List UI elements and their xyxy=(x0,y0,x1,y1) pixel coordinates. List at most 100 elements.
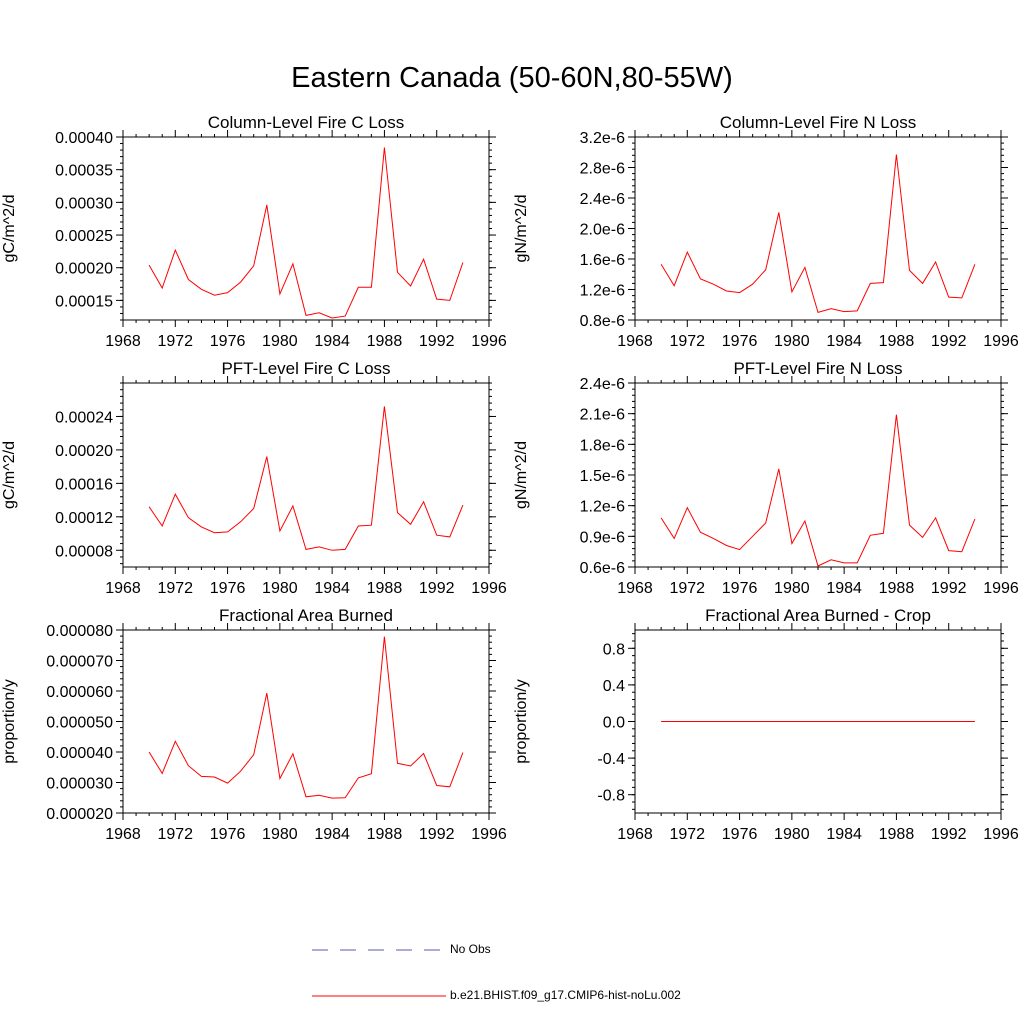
x-tick-label: 1972 xyxy=(669,826,705,843)
y-tick-label: -0.8 xyxy=(597,788,625,805)
y-tick-label: 0.8e-6 xyxy=(580,313,625,330)
y-tick-label: 0.00012 xyxy=(55,510,113,527)
x-tick-label: 1968 xyxy=(617,826,653,843)
y-tick-label: 0.000080 xyxy=(46,623,113,640)
y-axis-label: proportion/y xyxy=(513,679,530,764)
y-tick-label: 0.9e-6 xyxy=(580,529,625,546)
x-tick-label: 1968 xyxy=(105,333,141,350)
chart-panel-6: 1968 1972 1976 1980 1984 1988 1992 1996 -0.8 -0.4… xyxy=(513,606,1019,843)
x-tick-label: 1984 xyxy=(314,333,350,350)
x-tick-label: 1984 xyxy=(826,333,862,350)
x-tick-label: 1996 xyxy=(983,580,1019,597)
x-tick-label: 1972 xyxy=(669,333,705,350)
x-tick-label: 1988 xyxy=(879,580,915,597)
y-axis-label: gC/m^2/d xyxy=(1,195,18,263)
y-tick-label: 0.000060 xyxy=(46,684,113,701)
y-tick-label: 0.00030 xyxy=(55,195,113,212)
x-tick-label: 1984 xyxy=(826,580,862,597)
x-tick-label: 1968 xyxy=(617,580,653,597)
x-tick-label: 1980 xyxy=(262,580,298,597)
x-tick-label: 1984 xyxy=(314,826,350,843)
series-line xyxy=(148,147,464,319)
x-tick-label: 1992 xyxy=(419,826,455,843)
x-tick-label: 1976 xyxy=(210,580,246,597)
y-tick-label: 0.00020 xyxy=(55,261,113,278)
y-tick-label: 1.8e-6 xyxy=(580,437,625,454)
x-tick-label: 1972 xyxy=(157,826,193,843)
y-tick-label: 1.5e-6 xyxy=(580,468,625,485)
x-tick-label: 1992 xyxy=(419,333,455,350)
y-axis-label: gN/m^2/d xyxy=(513,195,530,263)
x-tick-label: 1984 xyxy=(826,826,862,843)
x-tick-label: 1992 xyxy=(419,580,455,597)
plot-frame xyxy=(634,136,1002,321)
y-tick-label: 2.4e-6 xyxy=(580,376,625,393)
panel-title: Column-Level Fire C Loss xyxy=(208,113,405,132)
panel-title: PFT-Level Fire N Loss xyxy=(733,359,902,378)
panel-title: Column-Level Fire N Loss xyxy=(720,113,917,132)
x-tick-label: 1980 xyxy=(262,333,298,350)
x-tick-label: 1996 xyxy=(983,826,1019,843)
x-tick-label: 1996 xyxy=(471,333,507,350)
x-tick-label: 1980 xyxy=(262,826,298,843)
y-tick-label: 0.000050 xyxy=(46,715,113,732)
y-tick-label: 0.00016 xyxy=(55,476,113,493)
chart-panel-4: 1968 1972 1976 1980 1984 1988 1992 1996 0.6e-6 0.… xyxy=(513,359,1019,597)
x-tick-label: 1976 xyxy=(722,826,758,843)
x-tick-label: 1968 xyxy=(105,826,141,843)
x-tick-label: 1976 xyxy=(210,333,246,350)
chart-panel-5: 1968 1972 1976 1980 1984 1988 1992 1996 0.000020… xyxy=(1,606,507,843)
plot-frame xyxy=(122,629,490,814)
x-tick-label: 1996 xyxy=(983,333,1019,350)
x-tick-label: 1988 xyxy=(367,333,403,350)
x-tick-label: 1980 xyxy=(774,826,810,843)
y-tick-label: 3.2e-6 xyxy=(580,130,625,147)
plot-frame xyxy=(634,382,1002,568)
chart-panel-2: 1968 1972 1976 1980 1984 1988 1992 1996 0.8e-6 1.… xyxy=(513,113,1019,350)
x-tick-label: 1996 xyxy=(471,826,507,843)
chart-panel-1: 1968 1972 1976 1980 1984 1988 1992 1996 0.00015 0… xyxy=(1,113,507,350)
y-tick-label: 0.000040 xyxy=(46,745,113,762)
panel-title: Fractional Area Burned xyxy=(219,606,393,625)
x-tick-label: 1992 xyxy=(931,580,967,597)
x-tick-label: 1976 xyxy=(210,826,246,843)
series-line xyxy=(148,406,464,551)
series-line xyxy=(660,154,976,314)
x-tick-label: 1972 xyxy=(157,333,193,350)
x-tick-label: 1984 xyxy=(314,580,350,597)
y-tick-label: 1.6e-6 xyxy=(580,252,625,269)
y-tick-label: 2.8e-6 xyxy=(580,161,625,178)
x-tick-label: 1992 xyxy=(931,826,967,843)
x-tick-label: 1976 xyxy=(722,580,758,597)
y-tick-label: 0.00024 xyxy=(55,409,113,426)
y-axis-label: proportion/y xyxy=(1,679,18,764)
y-tick-label: 2.4e-6 xyxy=(580,191,625,208)
series-line xyxy=(660,414,976,567)
x-tick-label: 1996 xyxy=(471,580,507,597)
legend-obs-label: No Obs xyxy=(450,942,491,956)
y-tick-label: 0.000070 xyxy=(46,654,113,671)
x-tick-label: 1992 xyxy=(931,333,967,350)
x-tick-label: 1968 xyxy=(105,580,141,597)
y-tick-label: -0.4 xyxy=(597,751,625,768)
y-tick-label: 0.00035 xyxy=(55,163,113,180)
panel-title: PFT-Level Fire C Loss xyxy=(221,359,390,378)
plot-frame xyxy=(122,382,490,568)
page-title: Eastern Canada (50-60N,80-55W) xyxy=(291,62,733,94)
y-tick-label: 0.00015 xyxy=(55,293,113,310)
x-tick-label: 1988 xyxy=(367,580,403,597)
y-tick-label: 0.00040 xyxy=(55,130,113,147)
y-tick-label: 0.000020 xyxy=(46,806,113,823)
x-tick-label: 1980 xyxy=(774,580,810,597)
series-line xyxy=(148,636,464,799)
y-axis-label: gC/m^2/d xyxy=(1,441,18,509)
x-tick-label: 1988 xyxy=(367,826,403,843)
x-tick-label: 1988 xyxy=(879,826,915,843)
x-tick-label: 1972 xyxy=(157,580,193,597)
y-tick-label: 1.2e-6 xyxy=(580,283,625,300)
y-tick-label: 0.4 xyxy=(603,678,625,695)
y-tick-label: 0.000030 xyxy=(46,776,113,793)
x-tick-label: 1988 xyxy=(879,333,915,350)
y-tick-label: 2.1e-6 xyxy=(580,407,625,424)
y-axis-label: gN/m^2/d xyxy=(513,441,530,509)
